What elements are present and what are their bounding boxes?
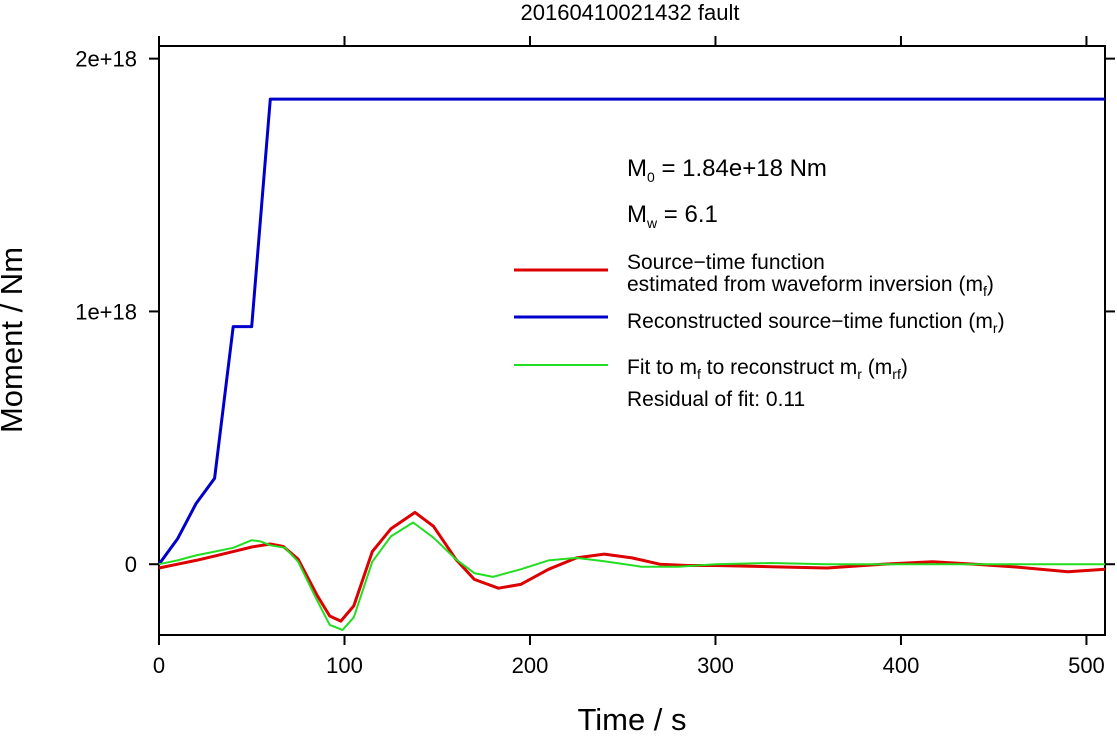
mw-symbol: M bbox=[627, 201, 647, 228]
x-axis-title: Time / s bbox=[577, 702, 686, 736]
y-tick-label: 2e+18 bbox=[75, 47, 137, 72]
x-tick-label: 500 bbox=[1068, 653, 1105, 678]
x-tick-label: 400 bbox=[883, 653, 920, 678]
m0-symbol: M bbox=[627, 155, 647, 182]
legend-green-b: to reconstruct m bbox=[701, 356, 857, 379]
series-reconstructed-line bbox=[157, 97, 1105, 566]
legend-red-subscript: f bbox=[983, 283, 987, 299]
legend-blue-line: Reconstructed source−time function (mr) bbox=[627, 310, 1005, 336]
chart-title: 20160410021432 fault bbox=[521, 0, 740, 25]
legend-red-line2: estimated from waveform inversion (mf) bbox=[627, 273, 994, 299]
x-tick-label: 200 bbox=[512, 653, 549, 678]
legend-green-sub2: r bbox=[857, 366, 862, 382]
legend-green-line: Fit to mf to reconstruct mr (mrf) bbox=[627, 356, 908, 382]
legend-blue-close: ) bbox=[998, 310, 1005, 333]
series-layer bbox=[157, 97, 1106, 631]
tick-layer: 0 100 200 300 400 500 0 1e+18 2e+18 bbox=[75, 36, 1115, 678]
y-axis-title: Moment / Nm bbox=[0, 247, 29, 433]
series-fit-line bbox=[158, 521, 1105, 631]
legend-blue-text: Reconstructed source−time function (m bbox=[627, 310, 993, 333]
legend-green-a: Fit to m bbox=[627, 356, 697, 379]
m0-annotation: M0 = 1.84e+18 Nm bbox=[627, 155, 827, 185]
residual-annotation: Residual of fit: 0.11 bbox=[627, 388, 805, 411]
legend-green-sub1: f bbox=[697, 366, 701, 382]
x-tick-label: 300 bbox=[697, 653, 734, 678]
y-tick-label: 1e+18 bbox=[75, 299, 137, 324]
legend-green-c: (m bbox=[862, 356, 892, 379]
legend-green-d: ) bbox=[901, 356, 908, 379]
x-tick-label: 0 bbox=[153, 653, 165, 678]
m0-value: = 1.84e+18 Nm bbox=[655, 155, 827, 182]
legend-red-text: estimated from waveform inversion (m bbox=[627, 273, 983, 296]
mw-subscript: w bbox=[646, 215, 658, 231]
x-tick-label: 100 bbox=[326, 653, 363, 678]
plot-frame bbox=[158, 45, 1106, 636]
m0-subscript: 0 bbox=[647, 169, 655, 185]
legend-green-sub3: rf bbox=[892, 366, 901, 382]
y-tick-label: 0 bbox=[125, 552, 137, 577]
mw-annotation: Mw = 6.1 bbox=[627, 201, 718, 231]
mw-value: = 6.1 bbox=[657, 201, 718, 228]
legend-red-line1: Source−time function bbox=[627, 251, 825, 274]
legend-blue-subscript: r bbox=[993, 320, 998, 336]
legend-red-close: ) bbox=[987, 273, 994, 296]
